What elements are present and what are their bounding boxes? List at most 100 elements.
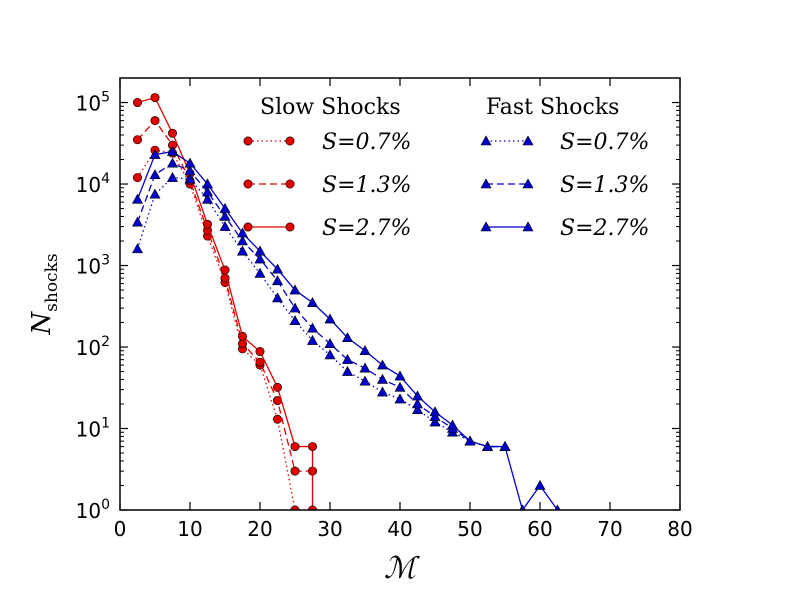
data-point: [446, 419, 459, 430]
data-point: [376, 359, 389, 370]
y-tick-label: 102: [76, 334, 110, 360]
legend-group-title-fast: Fast Shocks: [486, 95, 619, 120]
data-point: [201, 178, 214, 189]
data-point: [254, 245, 266, 256]
data-point: [149, 188, 161, 199]
data-point: [236, 245, 249, 256]
series-slow-2: [133, 93, 317, 510]
data-point: [184, 173, 196, 184]
series-layer: [131, 93, 561, 510]
legend-marker: [243, 222, 253, 232]
data-point: [201, 186, 214, 197]
y-tick-label: 101: [76, 416, 110, 442]
data-point: [150, 116, 160, 126]
x-tick-label: 0: [114, 517, 127, 541]
series-line: [136, 162, 505, 448]
data-point: [394, 381, 406, 392]
data-point: [149, 148, 161, 159]
data-point: [254, 253, 266, 264]
data-point: [359, 375, 371, 386]
data-point: [272, 414, 282, 424]
data-point: [236, 227, 249, 238]
y-tick-label: 104: [76, 171, 110, 197]
data-point: [307, 442, 317, 452]
data-point: [133, 173, 143, 183]
legend-marker: [285, 136, 295, 146]
data-point: [166, 145, 179, 156]
data-point: [481, 440, 494, 451]
legend-label: S=1.3%: [322, 173, 411, 198]
legend-marker: [243, 179, 253, 189]
data-point: [394, 370, 406, 381]
data-point: [306, 334, 319, 345]
data-point: [290, 442, 300, 452]
x-tick-label: 60: [527, 517, 552, 541]
data-point: [429, 406, 441, 417]
data-point: [220, 265, 230, 275]
data-point: [255, 357, 265, 367]
legend-label: S=2.7%: [322, 216, 411, 241]
data-point: [203, 219, 213, 229]
legend: Slow Shocks Fast Shocks S=0.7% S=1.3% S=2.…: [243, 95, 649, 241]
x-tick-label: 50: [457, 517, 482, 541]
legend-marker: [522, 178, 534, 189]
y-axis-label-main: N: [27, 311, 57, 336]
y-axis-label: Nshocks: [27, 253, 62, 335]
legend-label: S=0.7%: [560, 130, 649, 155]
legend-marker: [522, 135, 534, 146]
data-point: [341, 365, 354, 376]
x-tick-label: 10: [177, 517, 202, 541]
legend-label: S=2.7%: [560, 216, 649, 241]
y-tick-label: 103: [76, 253, 110, 279]
data-point: [359, 362, 371, 373]
data-point: [271, 292, 284, 303]
data-point: [464, 435, 476, 446]
x-axis-label: ℳ: [384, 551, 420, 586]
legend-marker: [480, 178, 492, 189]
legend-marker: [285, 179, 295, 189]
y-tick-label: 105: [76, 90, 110, 116]
series-slow-0: [133, 145, 300, 510]
data-point: [166, 171, 179, 182]
data-point: [411, 404, 424, 415]
legend-marker: [480, 221, 492, 232]
series-line: [137, 96, 314, 510]
legend-marker: [285, 222, 295, 232]
data-point: [324, 349, 336, 360]
data-point: [219, 210, 231, 221]
data-point: [133, 98, 143, 108]
svg-text:Nshocks: Nshocks: [27, 253, 62, 335]
series-fast-5: [131, 145, 561, 510]
legend-marker: [522, 221, 534, 232]
data-point: [236, 235, 249, 246]
data-point: [219, 221, 231, 231]
data-point: [306, 297, 319, 307]
data-point: [499, 440, 511, 451]
data-point: [271, 263, 284, 274]
x-tick-label: 70: [597, 517, 622, 541]
data-point: [359, 345, 371, 356]
data-point: [341, 332, 354, 343]
x-tick-label: 20: [247, 517, 272, 541]
data-point: [324, 338, 336, 348]
data-point: [289, 302, 301, 313]
data-point: [184, 157, 196, 168]
legend-marker: [480, 135, 492, 146]
x-tick-label: 80: [667, 517, 692, 541]
x-tick-label: 40: [387, 517, 412, 541]
data-point: [133, 135, 143, 145]
data-point: [394, 393, 406, 404]
data-point: [289, 315, 301, 326]
series-line: [136, 176, 505, 448]
data-point: [149, 169, 161, 180]
data-point: [290, 466, 300, 476]
data-point: [341, 354, 354, 364]
data-point: [168, 128, 178, 138]
legend-group-title-slow: Slow Shocks: [260, 95, 401, 120]
y-axis-label-sub: shocks: [42, 253, 62, 311]
legend-marker: [243, 136, 253, 146]
data-point: [324, 313, 336, 324]
data-point: [131, 243, 144, 254]
data-point: [411, 390, 424, 401]
